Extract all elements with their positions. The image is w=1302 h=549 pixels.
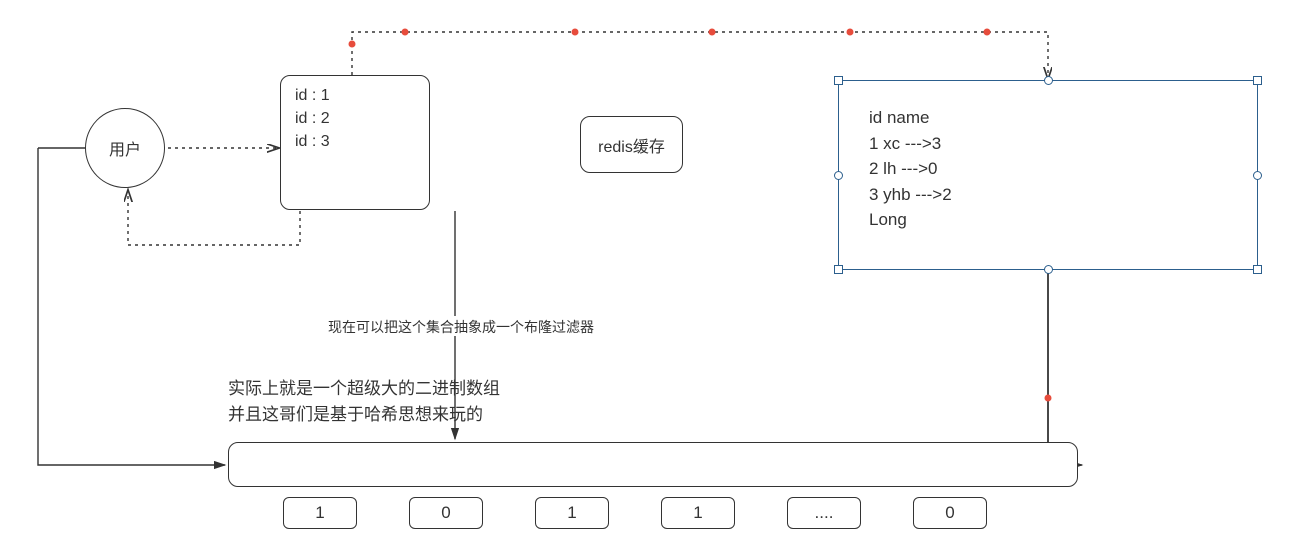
sel-handle-w[interactable] xyxy=(834,171,843,180)
desc-line2: 并且这哥们是基于哈希思想来玩的 xyxy=(228,402,500,428)
bit-cell: .... xyxy=(787,497,861,529)
sel-handle-e[interactable] xyxy=(1253,171,1262,180)
db-row: 1 xc --->3 xyxy=(869,131,952,157)
sel-handle-sw[interactable] xyxy=(834,265,843,274)
diagram-canvas: 用户 id : 1 id : 2 id : 3 redis缓存 id name … xyxy=(0,0,1302,549)
db-footer: Long xyxy=(869,207,952,233)
id-list-box: id : 1 id : 2 id : 3 xyxy=(280,75,430,210)
id-list-content: id : 1 id : 2 id : 3 xyxy=(295,84,330,154)
desc-text: 实际上就是一个超级大的二进制数组 并且这哥们是基于哈希思想来玩的 xyxy=(228,376,500,427)
bloom-label: 现在可以把这个集合抽象成一个布隆过滤器 xyxy=(328,317,594,337)
sel-handle-nw[interactable] xyxy=(834,76,843,85)
db-row: 2 lh --->0 xyxy=(869,156,952,182)
bit-value: 1 xyxy=(315,503,324,523)
bit-cell: 0 xyxy=(913,497,987,529)
redis-box: redis缓存 xyxy=(580,116,683,173)
bit-cell: 1 xyxy=(661,497,735,529)
id-row: id : 3 xyxy=(295,130,330,153)
db-row: 3 yhb --->2 xyxy=(869,182,952,208)
bit-value: 0 xyxy=(945,503,954,523)
db-header: id name xyxy=(869,105,952,131)
bit-cell: 0 xyxy=(409,497,483,529)
bit-array xyxy=(228,442,1078,487)
sel-handle-ne[interactable] xyxy=(1253,76,1262,85)
user-label: 用户 xyxy=(109,136,141,160)
sel-handle-s[interactable] xyxy=(1044,265,1053,274)
dotted-idbox-to-user xyxy=(128,191,300,245)
line-db-to-array xyxy=(1048,272,1082,465)
id-row: id : 2 xyxy=(295,107,330,130)
bit-value: 1 xyxy=(693,503,702,523)
db-box[interactable]: id name 1 xc --->3 2 lh --->0 3 yhb --->… xyxy=(838,80,1258,270)
id-row: id : 1 xyxy=(295,84,330,107)
bit-cell: 1 xyxy=(535,497,609,529)
bit-value: 1 xyxy=(567,503,576,523)
user-node: 用户 xyxy=(85,108,165,188)
redis-label: redis缓存 xyxy=(598,133,665,157)
desc-line1: 实际上就是一个超级大的二进制数组 xyxy=(228,376,500,402)
bit-value: 0 xyxy=(441,503,450,523)
dotted-idbox-to-db xyxy=(352,32,1048,78)
line-user-to-array xyxy=(38,148,225,465)
sel-handle-n[interactable] xyxy=(1044,76,1053,85)
bit-cell: 1 xyxy=(283,497,357,529)
bit-value: .... xyxy=(815,503,834,523)
db-table: id name 1 xc --->3 2 lh --->0 3 yhb --->… xyxy=(869,105,952,233)
sel-handle-se[interactable] xyxy=(1253,265,1262,274)
